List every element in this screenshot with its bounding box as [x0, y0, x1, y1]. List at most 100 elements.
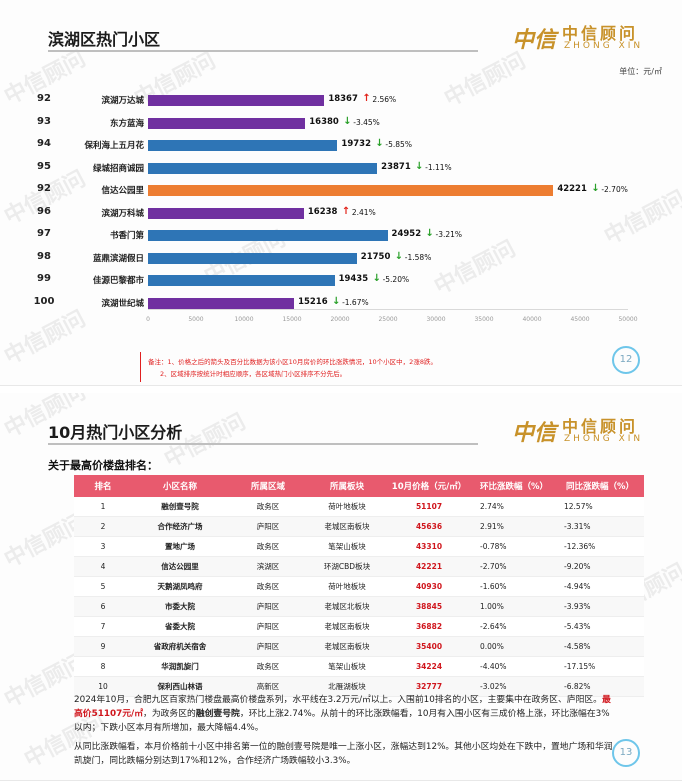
table-cell: 庐阳区: [256, 602, 280, 611]
slide-title: 10月热门小区分析: [48, 419, 478, 445]
x-tick-label: 20000: [330, 316, 350, 323]
change-label: -5.85%: [385, 140, 412, 149]
table-row: 10 保利西山林语 高新区 北雁湖板块 32777 -3.02% -6.82%: [74, 677, 644, 697]
change-label: 2.41%: [351, 207, 376, 217]
note-line-2: 2、区域排序按统计时相应顺序，各区域热门小区排序不分先后。: [160, 370, 347, 378]
table-cell: 省政府机关宿舍: [153, 642, 207, 651]
table-cell: 信达公园里: [161, 562, 199, 571]
table-cell: 庐阳区: [256, 622, 280, 631]
para1-a: 2024年10月，合肥九区百家热门楼盘最高价楼盘系列，水平线在3.2万元/㎡以上…: [74, 695, 602, 705]
table-cell: 滨湖区: [256, 562, 280, 571]
bar: [148, 185, 554, 196]
rank-label: 99: [37, 273, 51, 284]
table-cell: 35400: [415, 642, 443, 651]
bar: [148, 117, 306, 129]
category-label: 信达公园里: [101, 186, 144, 196]
table-cell: 2.91%: [480, 522, 504, 531]
table-cell: 政务区: [256, 542, 280, 551]
table-cell: 32777: [415, 682, 443, 691]
title-underline: [48, 443, 478, 445]
table-cell: -3.93%: [564, 602, 591, 611]
bar: [148, 95, 325, 106]
column-header: 所属板块: [329, 482, 364, 492]
value-label: 16380: [309, 116, 339, 127]
x-tick-label: 40000: [522, 316, 542, 323]
change-label: 2.56%: [372, 95, 397, 104]
category-label: 保利海上五月花: [84, 141, 144, 151]
rank-label: 94: [37, 138, 51, 149]
table-cell: -6.82%: [564, 682, 591, 691]
table-cell: 9: [100, 642, 106, 651]
slide-title-text: 滨湖区热门小区: [48, 30, 161, 49]
x-tick-label: 35000: [474, 316, 494, 323]
table-cell: 5: [100, 582, 106, 591]
table-cell: 8: [100, 662, 106, 671]
unit-label: 单位：元/㎡: [619, 67, 662, 76]
category-label: 绿城招商诚园: [92, 163, 144, 174]
table-cell: 高新区: [256, 682, 280, 691]
column-header: 排名: [94, 482, 112, 492]
value-label: 42221: [557, 184, 587, 194]
table-cell: 4: [100, 562, 106, 571]
table-cell: 荷叶地板块: [328, 582, 366, 591]
chart-row: 93 东方蓝海 16380 ↓ -3.45%: [0, 115, 682, 132]
table-cell: 42221: [415, 562, 443, 571]
para1-b: ，为政务区的: [143, 709, 196, 719]
table-cell: 51107: [415, 502, 443, 511]
logo-cn-text: 中信顾问: [562, 24, 639, 43]
table-cell: 2: [100, 522, 106, 531]
rank-label: 95: [37, 160, 51, 172]
analysis-paragraph-1: 2024年10月，合肥九区百家热门楼盘最高价楼盘系列，水平线在3.2万元/㎡以上…: [74, 693, 614, 735]
table-cell: 0.00%: [480, 642, 504, 651]
table-cell: 天鹅湖凤鸣府: [157, 582, 203, 591]
value-label: 18367: [328, 94, 358, 104]
table-cell: 华润凯旋门: [161, 662, 199, 671]
value-label: 19732: [341, 139, 371, 149]
page-number: 12: [612, 346, 640, 374]
bar: [148, 140, 338, 151]
x-tick-label: 15000: [282, 316, 302, 323]
table-cell: 1.00%: [480, 602, 504, 611]
table-header: 排名 小区名称 所属区域 所属板块 10月价格（元/㎡） 环比涨跌幅（%） 同比涨跌幅（%）: [74, 475, 644, 497]
chart-row: 92 信达公园里 42221 ↓ -2.70%: [0, 182, 682, 199]
value-label: 21750: [360, 251, 391, 262]
table-cell: -4.58%: [564, 642, 591, 651]
table-cell: 笔架山板块: [328, 542, 366, 551]
column-header: 所属区域: [250, 482, 285, 492]
table-cell: 市委大院: [165, 602, 195, 611]
slide-title: 滨湖区热门小区: [48, 26, 478, 52]
rank-label: 97: [37, 228, 51, 239]
category-label: 滨湖万达城: [101, 96, 144, 106]
category-label: 书香门第: [109, 231, 144, 241]
column-header: 环比涨跌幅（%）: [479, 482, 549, 492]
column-header: 同比涨跌幅（%）: [565, 482, 635, 492]
logo-cn-text: 中信顾问: [562, 417, 639, 436]
bar: [148, 207, 304, 219]
x-tick-label: 50000: [618, 316, 638, 323]
table-cell: 6: [100, 602, 106, 611]
table-cell: 1: [100, 502, 106, 511]
para1-highlight: 最高价51107元/㎡: [74, 695, 611, 719]
arrow-up-icon: ↑: [341, 205, 351, 217]
x-axis-line: [148, 309, 628, 310]
change-label: -3.21%: [435, 230, 463, 239]
chart-row: 94 保利海上五月花 19732 ↓ -5.85%: [0, 137, 682, 154]
table-cell: -3.02%: [480, 682, 507, 691]
watermark: 中信顾问: [0, 306, 90, 370]
table-cell: -1.60%: [480, 582, 507, 591]
category-label: 佳源巴黎都市: [92, 276, 144, 286]
bar: [148, 230, 388, 241]
table-cell: 老城区北板块: [324, 602, 370, 611]
bar: [148, 297, 295, 309]
table-row: 6 市委大院 庐阳区 老城区北板块 38845 1.00% -3.93%: [74, 597, 644, 617]
title-underline: [48, 50, 478, 52]
ranking-table: 排名 小区名称 所属区域 所属板块 10月价格（元/㎡） 环比涨跌幅（%） 同比涨跌幅（%）…: [74, 475, 644, 697]
logo-mark: 中信: [512, 27, 557, 53]
value-label: 24952: [391, 229, 422, 239]
analysis-paragraph-2: 从同比涨跌幅看，本月价格前十小区中排名第一位的融创壹号院是唯一上涨小区，涨幅达到…: [74, 742, 613, 766]
table-cell: 老城区南板块: [324, 522, 370, 531]
table-cell: 40930: [415, 582, 443, 591]
chart-row: 96 滨湖万科城 16238 ↑ 2.41%: [0, 205, 682, 222]
note-line-1: 备注：1、价格之后的箭头及百分比数据为该小区10月房价的环比涨跌情况，10个小区…: [148, 358, 437, 366]
company-logo: 中信 中信顾问 ZHONG XIN: [512, 20, 662, 56]
